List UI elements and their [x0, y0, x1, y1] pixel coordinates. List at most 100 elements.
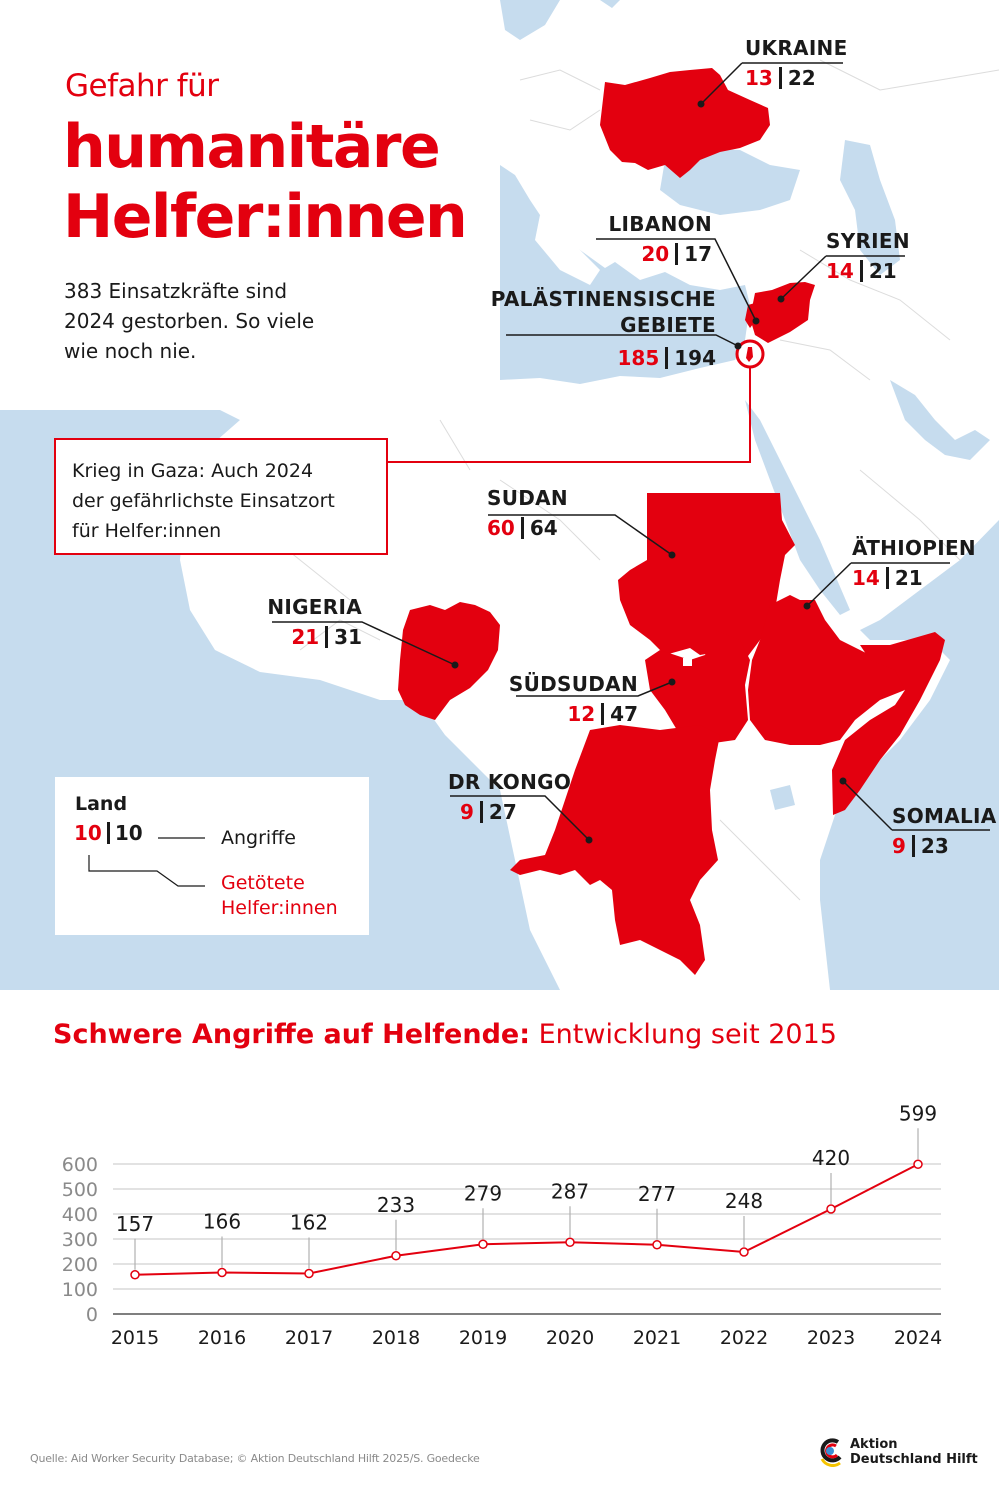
- attacks-count: 23: [920, 834, 949, 858]
- country-drc: [510, 725, 720, 975]
- map: Gefahr für humanitäre Helfer:innen 383 E…: [0, 0, 999, 990]
- country-name: SOMALIA: [892, 804, 997, 828]
- caspian-sea: [840, 140, 900, 275]
- logo-line-1: Aktion: [850, 1437, 898, 1452]
- country-name: NIGERIA: [267, 595, 362, 619]
- legend-attacks-example: 10: [114, 821, 143, 845]
- callout-line-2: der gefährlichste Einsatzort: [72, 490, 335, 512]
- x-tick-label: 2016: [198, 1327, 246, 1349]
- data-label: 166: [203, 1210, 241, 1234]
- country-name: LIBANON: [608, 212, 712, 236]
- value-separator: [859, 260, 863, 282]
- aktion-logo-icon: [820, 1438, 842, 1467]
- country-values: 21 31: [262, 625, 362, 649]
- data-label: 162: [290, 1211, 328, 1235]
- value-separator: [675, 243, 679, 265]
- label-somalia: SOMALIA 9 23: [892, 804, 997, 858]
- intro-line-1: 383 Einsatzkräfte sind: [64, 279, 288, 303]
- label-ethiopia: ÄTHIOPIEN 14 21: [852, 536, 976, 590]
- data-label: 277: [638, 1182, 676, 1206]
- label-sudan: SUDAN 60 64: [487, 486, 568, 540]
- intro-line-3: wie noch nie.: [64, 339, 197, 363]
- country-name: UKRAINE: [745, 36, 848, 60]
- data-label: 279: [464, 1181, 502, 1205]
- logo: Aktion Deutschland Hilft: [818, 1437, 978, 1467]
- attacks-count: 64: [529, 516, 558, 540]
- y-tick-label: 100: [62, 1279, 98, 1301]
- red-sea: [745, 400, 850, 615]
- country-values: 9 23: [892, 834, 997, 858]
- line-chart: 0 100 200 300 400 500 600 2015 2016 2017 2018 2019 2…: [0, 1080, 999, 1360]
- country-values: 20 17: [596, 242, 712, 266]
- data-point: [826, 1204, 836, 1214]
- country-values: 185 194: [490, 346, 717, 370]
- y-tick-label: 200: [62, 1254, 98, 1276]
- legend-lines: [88, 837, 205, 887]
- country-values: 14 21: [826, 259, 910, 283]
- data-point: [652, 1240, 662, 1250]
- persian-gulf: [890, 380, 990, 460]
- killed-count: 185: [617, 346, 660, 370]
- title-line-2: Helfer:innen: [63, 182, 468, 252]
- data-point: [913, 1159, 923, 1169]
- data-label: 248: [725, 1189, 763, 1213]
- country-name: SUDAN: [487, 486, 568, 510]
- legend-killed-label: Getötete Helfer:innen: [221, 871, 338, 921]
- country-name: DR KONGO: [448, 770, 572, 794]
- y-tick-label: 500: [62, 1179, 98, 1201]
- indian-ocean: [820, 520, 999, 990]
- data-label: 599: [899, 1101, 937, 1125]
- logo-text: Aktion Deutschland Hilft: [850, 1437, 978, 1467]
- data-label: 233: [377, 1193, 415, 1217]
- chart-title-bold: Schwere Angriffe auf Helfende:: [53, 1019, 531, 1050]
- x-tick-label: 2015: [111, 1327, 159, 1349]
- chart-title-regular: Entwicklung seit 2015: [530, 1019, 837, 1050]
- series-line: [134, 1163, 919, 1276]
- value-separator: [778, 67, 782, 89]
- data-label: 287: [551, 1179, 589, 1203]
- attacks-count: 17: [684, 242, 712, 266]
- data-point: [739, 1247, 749, 1257]
- legend-killed-line-1: Getötete: [221, 872, 305, 894]
- legend-killed-line-2: Helfer:innen: [221, 897, 338, 919]
- intro-line-2: 2024 gestorben. So viele: [64, 309, 315, 333]
- country-values: 14 21: [852, 566, 976, 590]
- x-tick-label: 2021: [633, 1327, 681, 1349]
- baltic-sea: [500, 0, 560, 40]
- attacks-count: 22: [787, 66, 816, 90]
- attacks-count: 27: [488, 800, 517, 824]
- chart-title: Schwere Angriffe auf Helfende: Entwicklu…: [53, 1019, 837, 1050]
- killed-count: 60: [487, 516, 515, 540]
- callout-connector: [388, 367, 751, 463]
- legend-attacks-label: Angriffe: [221, 827, 296, 849]
- country-name: SYRIEN: [826, 229, 910, 253]
- data-point: [478, 1239, 488, 1249]
- killed-count: 13: [745, 66, 773, 90]
- value-separator: [665, 347, 669, 369]
- value-separator: [106, 822, 110, 844]
- country-name-line-2: GEBIETE: [620, 313, 716, 337]
- x-tick-label: 2023: [807, 1327, 855, 1349]
- label-ukraine: UKRAINE 13 22: [745, 36, 848, 90]
- country-south-sudan: [645, 630, 750, 745]
- label-south-sudan: SÜDSUDAN 12 47: [508, 672, 638, 726]
- data-point: [130, 1270, 140, 1280]
- chart-svg: 0 100 200 300 400 500 600 2015 2016 2017 2018 2019 2…: [62, 1101, 942, 1349]
- killed-count: 9: [892, 834, 906, 858]
- country-syria: [750, 282, 815, 343]
- country-name-line-1: PALÄSTINENSISCHE: [490, 287, 716, 311]
- data-label: 157: [116, 1212, 154, 1236]
- value-separator: [911, 835, 915, 857]
- callout-line-3: für Helfer:innen: [72, 520, 222, 542]
- label-syria: SYRIEN 14 21: [826, 229, 910, 283]
- title-line-1: humanitäre: [63, 112, 441, 182]
- map-legend: Land 10 10 Angriffe Getötete Helfer:innen: [55, 777, 369, 935]
- source-note: Quelle: Aid Worker Security Database; © …: [30, 1452, 480, 1465]
- label-palestine: PALÄSTINENSISCHE GEBIETE 185 194: [490, 286, 716, 370]
- data-point: [391, 1251, 401, 1261]
- killed-count: 12: [567, 702, 596, 726]
- country-values: 13 22: [745, 66, 848, 90]
- label-lebanon: LIBANON 20 17: [596, 212, 713, 266]
- value-separator: [520, 517, 524, 539]
- data-label: 420: [812, 1146, 850, 1170]
